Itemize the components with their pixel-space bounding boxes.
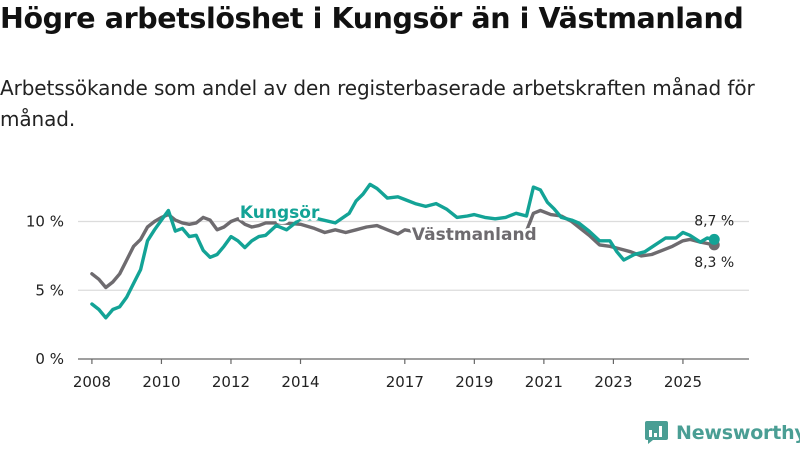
chart-title: Högre arbetslöshet i Kungsör än i Västma… [0, 2, 744, 35]
y-tick-label: 0 % [35, 350, 64, 368]
x-tick-label: 2008 [73, 373, 111, 391]
x-tick-label: 2021 [525, 373, 563, 391]
end-label-västmanland: 8,3 % [694, 255, 734, 271]
series-name-kungsör: Kungsör [240, 203, 320, 223]
x-tick-label: 2025 [664, 373, 702, 391]
x-tick-label: 2010 [142, 373, 180, 391]
newsworthy-logo-icon [645, 421, 668, 444]
end-point-kungsör [708, 233, 720, 245]
x-tick-label: 2014 [281, 373, 319, 391]
series-lines [90, 182, 720, 320]
y-tick-label: 10 % [26, 213, 64, 231]
axis-ticks: 0 % 5 % 10 % 2008 2010 2012 2014 2017 2019 2021 20… [26, 213, 702, 392]
grid-lines [78, 220, 749, 360]
y-tick-label: 5 % [35, 281, 64, 299]
series-line-kungsör [90, 182, 716, 320]
end-label-kungsör: 8,7 % [694, 213, 734, 229]
x-tick-label: 2012 [212, 373, 250, 391]
series-name-västmanland: Västmanland [412, 225, 537, 245]
brand-name: Newsworthy [676, 421, 800, 444]
chart-subtitle: Arbetssökande som andel av den registerb… [0, 76, 755, 131]
x-tick-label: 2023 [594, 373, 632, 391]
newsworthy-logo: Newsworthy [644, 420, 800, 445]
series-labels: 8,3 % 8,7 % Kungsör Västmanland [237, 200, 734, 271]
x-tick-label: 2019 [455, 373, 493, 391]
x-tick-label: 2017 [386, 373, 424, 391]
